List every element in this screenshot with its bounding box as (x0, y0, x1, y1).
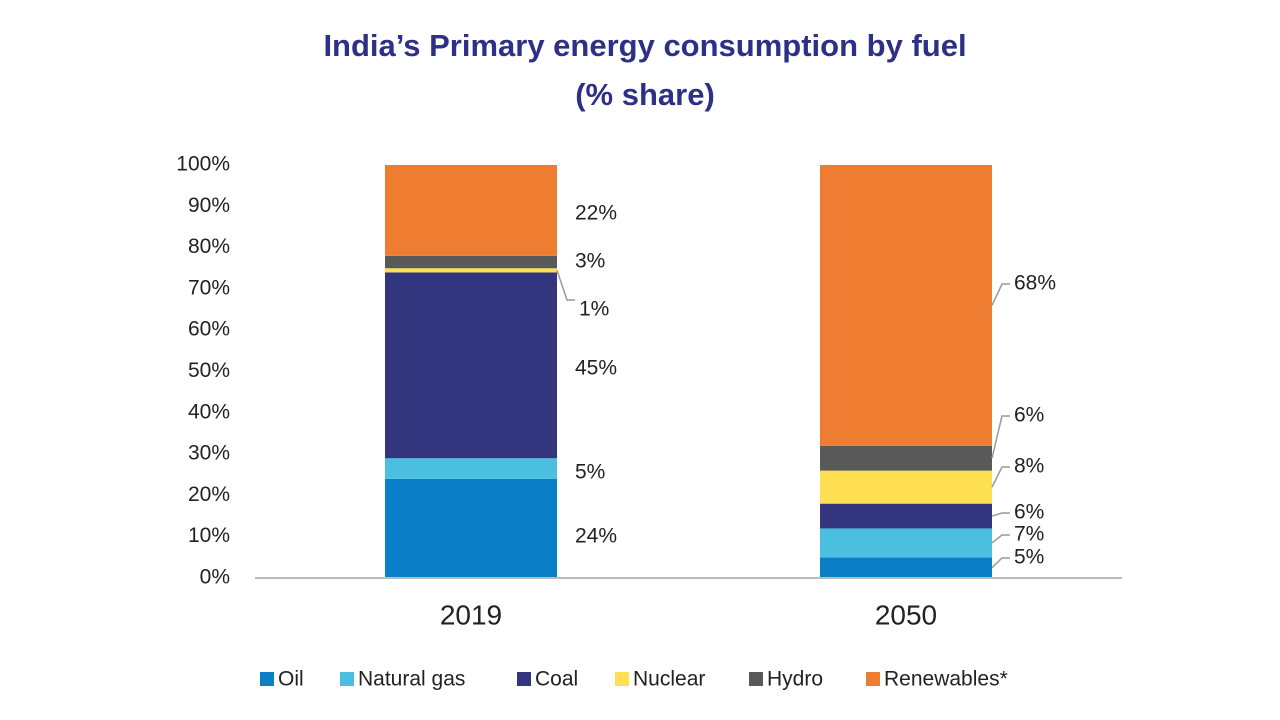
y-tick-label: 40% (188, 400, 230, 423)
y-tick-label: 50% (188, 359, 230, 382)
leader-line (556, 270, 575, 301)
chart-subtitle: (% share) (575, 77, 715, 112)
data-label: 6% (1014, 404, 1044, 427)
data-label: 8% (1014, 455, 1044, 478)
legend-swatch (749, 672, 763, 686)
y-tick-label: 0% (200, 566, 230, 589)
leader-line (991, 283, 1010, 306)
leader-line (991, 466, 1010, 488)
bar-segment (385, 478, 557, 578)
bar-segment (820, 557, 992, 578)
legend-swatch (517, 672, 531, 686)
data-label: 7% (1014, 523, 1044, 546)
data-label: 1% (579, 298, 609, 321)
y-tick-label: 100% (176, 153, 230, 176)
data-label: 24% (575, 525, 617, 548)
leader-line (991, 415, 1010, 459)
leader-line (991, 512, 1010, 517)
legend-swatch (260, 672, 274, 686)
legend-label: Oil (278, 668, 304, 691)
chart-title: India’s Primary energy consumption by fu… (323, 28, 966, 63)
bar-segment (820, 470, 992, 504)
bar-segment (385, 165, 557, 256)
y-tick-label: 80% (188, 235, 230, 258)
data-label: 5% (575, 461, 605, 484)
leader-line (991, 557, 1010, 569)
data-label: 5% (1014, 546, 1044, 569)
legend-label: Coal (535, 668, 578, 691)
bar-segment (820, 445, 992, 471)
legend-label: Hydro (767, 668, 823, 691)
bar-segment (385, 268, 557, 273)
data-label: 6% (1014, 501, 1044, 524)
bar-segment (820, 528, 992, 558)
legend-swatch (615, 672, 629, 686)
leader-line (991, 534, 1010, 544)
x-tick-label: 2019 (440, 599, 502, 630)
legend-label: Renewables* (884, 668, 1008, 691)
y-tick-label: 90% (188, 194, 230, 217)
bar-segment (385, 458, 557, 479)
legend-label: Natural gas (358, 668, 465, 691)
data-label: 3% (575, 250, 605, 273)
y-tick-label: 60% (188, 318, 230, 341)
bar-segment (820, 165, 992, 446)
bar-segment (385, 255, 557, 269)
data-label: 22% (575, 202, 617, 225)
y-tick-label: 30% (188, 442, 230, 465)
legend-swatch (866, 672, 880, 686)
legend-swatch (340, 672, 354, 686)
bar-segment (385, 272, 557, 459)
x-tick-label: 2050 (875, 599, 937, 630)
legend-label: Nuclear (633, 668, 705, 691)
y-tick-label: 10% (188, 524, 230, 547)
data-label: 45% (575, 357, 617, 380)
data-label: 68% (1014, 272, 1056, 295)
bar-segment (820, 503, 992, 529)
y-tick-label: 20% (188, 483, 230, 506)
y-tick-label: 70% (188, 276, 230, 299)
